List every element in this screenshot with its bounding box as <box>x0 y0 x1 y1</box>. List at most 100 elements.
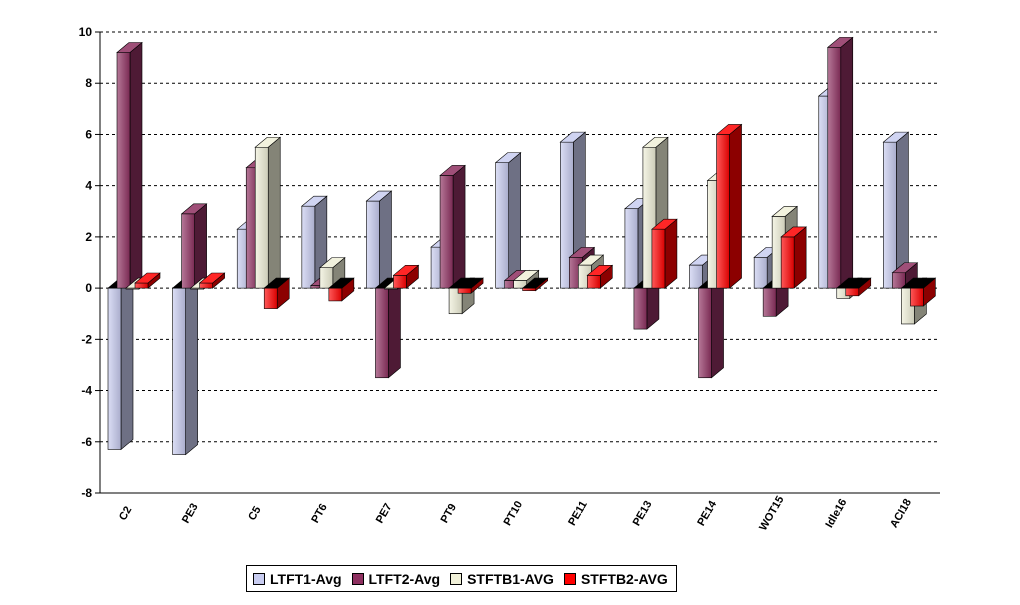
bar-top <box>319 257 346 268</box>
bar-side <box>452 164 466 289</box>
legend-swatch-stftb2 <box>563 572 576 585</box>
bar-top <box>263 277 291 289</box>
y-tick-label: 0 <box>85 281 92 295</box>
bar-LTFT2-Avg-PE13 <box>633 277 660 330</box>
bar-top <box>328 277 355 289</box>
bar-top <box>651 218 678 230</box>
bar-STFTB2-AVG-PT6 <box>328 277 355 302</box>
bar-top <box>780 226 807 238</box>
y-tick-label: -8 <box>81 486 92 500</box>
bar-front <box>181 213 195 289</box>
bar-top <box>116 42 143 53</box>
bar-front <box>780 236 795 289</box>
x-category-label: Idle16 <box>823 497 849 530</box>
bar-front <box>716 134 730 289</box>
bar-side <box>185 277 198 456</box>
y-tick-label: -6 <box>81 435 92 449</box>
bar-top <box>909 277 937 289</box>
bar-STFTB2-AVG-C2 <box>134 272 161 289</box>
bar-STFTB2-AVG-PE14 <box>715 123 743 289</box>
bar-side <box>508 151 521 289</box>
bar-LTFT1-Avg-C2 <box>107 277 134 451</box>
bar-top <box>457 277 484 289</box>
legend-item-ltft1: LTFT1-Avg <box>253 571 342 587</box>
bar-LTFT1-Avg-PE7 <box>365 190 393 289</box>
y-tick-label: 10 <box>79 25 93 39</box>
legend-swatch-ltft1 <box>253 572 265 585</box>
bar-front <box>116 52 131 289</box>
x-category-label: C2 <box>117 504 134 522</box>
bar-front <box>689 264 703 289</box>
bar-front <box>845 287 860 297</box>
bar-STFTB2-AVG-Idle16 <box>844 277 872 297</box>
bar-front <box>587 275 601 289</box>
legend-item-stftb2: STFTB2-AVG <box>563 571 668 587</box>
bar-LTFT2-Avg-PT9 <box>439 164 466 289</box>
bar-side <box>379 190 392 289</box>
bar-STFTB2-AVG-C5 <box>263 277 291 310</box>
bars <box>107 36 937 456</box>
bar-side <box>194 203 207 289</box>
bar-STFTB2-AVG-PT9 <box>457 277 484 294</box>
bar-side <box>129 41 143 289</box>
bar-chart: 10 8 6 4 2 0 -2 -4 -6 -8 C2 PE3 C5 PT6 PE7 PT9 PT10 PE11 P… <box>79 25 940 533</box>
bar-top <box>512 270 540 281</box>
bar-LTFT2-Avg-PE14 <box>697 277 725 379</box>
bar-front <box>366 200 380 289</box>
bar-top <box>826 37 854 48</box>
bar-STFTB2-AVG-PT10 <box>521 277 549 292</box>
bar-side <box>711 277 724 379</box>
x-category-label: PT6 <box>309 502 329 525</box>
y-tick-label: 2 <box>85 230 92 244</box>
bar-front <box>522 287 536 291</box>
y-tick-label: 6 <box>85 127 92 141</box>
bar-side <box>793 226 807 289</box>
bar-side <box>267 136 281 289</box>
x-category-label: PE7 <box>374 501 395 525</box>
x-category-label: PE14 <box>695 498 719 528</box>
bar-front <box>107 287 122 450</box>
bar-STFTB1-AVG-PT6 <box>319 256 346 289</box>
axes <box>95 31 940 494</box>
x-category-label: WOT15 <box>757 494 786 533</box>
bar-STFTB1-AVG-C5 <box>254 136 282 289</box>
bar-LTFT1-Avg-PT10 <box>494 151 522 289</box>
chart-legend: LTFT1-Avg LTFT2-Avg STFTB1-AVG STFTB2-AV… <box>246 565 677 592</box>
bar-STFTB2-AVG-PE3 <box>198 272 226 289</box>
legend-item-ltft2: LTFT2-Avg <box>351 570 441 587</box>
bar-top <box>180 203 208 215</box>
bar-top <box>559 131 587 143</box>
x-category-label: C5 <box>246 504 263 522</box>
bar-top <box>392 265 420 276</box>
bar-LTFT1-Avg-PE3 <box>171 277 199 456</box>
bar-top <box>642 136 669 148</box>
bar-top <box>586 265 614 276</box>
legend-label: LTFT2-Avg <box>368 570 441 587</box>
bar-STFTB2-AVG-PE13 <box>651 218 678 289</box>
bar-front <box>439 175 454 289</box>
bar-STFTB2-AVG-PE11 <box>586 264 614 289</box>
legend-swatch-stftb1 <box>450 572 463 585</box>
bar-front <box>883 141 897 289</box>
bar-front <box>753 257 768 289</box>
bar-LTFT2-Avg-PE7 <box>374 277 402 379</box>
legend-label: STFTB1-AVG <box>467 570 554 587</box>
bar-front <box>762 287 777 317</box>
bar-top <box>568 247 596 258</box>
y-tick-label: -2 <box>81 332 92 346</box>
y-tick-label: 8 <box>85 76 92 90</box>
bar-top <box>494 152 522 163</box>
bar-LTFT2-Avg-ACI18 <box>891 262 919 289</box>
bar-top <box>882 131 910 143</box>
bar-front <box>651 228 666 289</box>
bar-front <box>495 162 509 289</box>
bar-top <box>844 277 872 289</box>
bar-front <box>301 205 316 289</box>
bar-top <box>134 272 161 284</box>
bar-side <box>840 36 854 289</box>
bar-front <box>263 287 278 309</box>
bar-front <box>624 208 639 289</box>
bar-front <box>172 287 186 455</box>
bar-top <box>198 272 226 284</box>
bar-top <box>254 136 282 148</box>
